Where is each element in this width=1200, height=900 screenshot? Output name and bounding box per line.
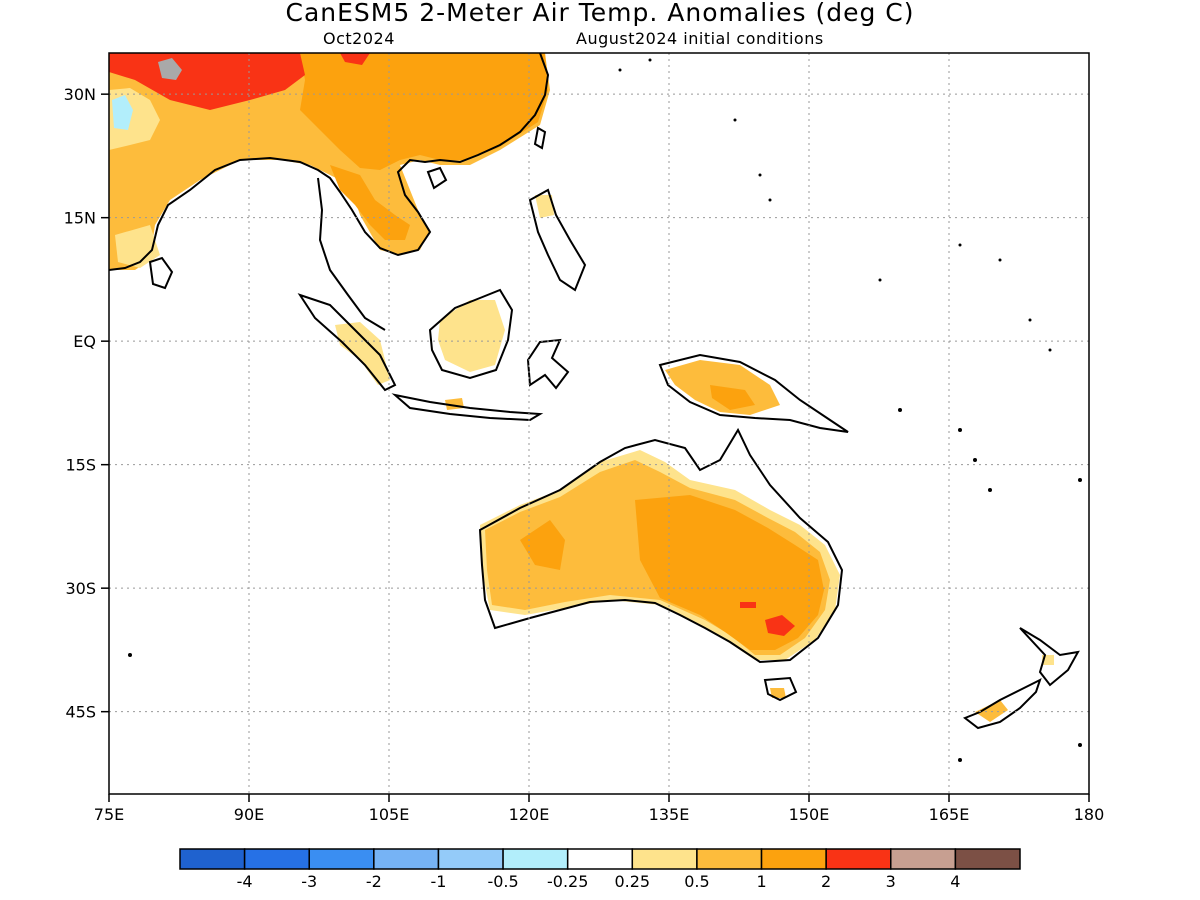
lat-label: 15N: [64, 209, 96, 228]
island-dot: [1078, 743, 1082, 747]
island-dot: [973, 458, 977, 462]
colorbar-swatch: [631, 848, 698, 870]
anomaly-region-new-guinea-core: [710, 385, 755, 410]
anomaly-region-tibet: [109, 53, 305, 110]
coastline-sumatra: [297, 293, 397, 392]
coastline-sulawesi: [526, 338, 570, 390]
colorbar-swatch: [437, 848, 504, 870]
lon-label: 75E: [94, 805, 124, 824]
coastline-australia: [478, 427, 844, 664]
colorbar-swatch: [308, 848, 375, 870]
anomaly-region-indochina: [330, 165, 410, 240]
lon-label: 120E: [509, 805, 550, 824]
colorbar-label: -1: [430, 872, 446, 891]
colorbar-label: -0.25: [547, 872, 588, 891]
init-conditions-label: August2024 initial conditions: [576, 29, 824, 48]
colorbar-swatch: [696, 848, 763, 870]
map-title: CanESM5 2-Meter Air Temp. Anomalies (deg…: [285, 0, 915, 27]
coastline-borneo: [428, 288, 514, 380]
coastline-java: [391, 393, 544, 422]
lat-label: 30N: [64, 85, 96, 104]
anomaly-region-china: [300, 53, 548, 170]
island-dot: [958, 758, 962, 762]
coastline-new-zealand-north: [1019, 627, 1080, 687]
color-legend: -4 -3 -2 -1 -0.5 -0.25 0.25 0.5 1 2 3 4: [179, 848, 1021, 891]
anomaly-region-new-zealand-south: [975, 700, 1008, 722]
colorbar-swatch: [890, 848, 957, 870]
coastline-philippines: [528, 188, 587, 292]
anomaly-region-tasmania: [770, 688, 786, 698]
colorbar-swatch: [502, 848, 569, 870]
colorbar-swatch: [825, 848, 892, 870]
coastline-sri-lanka: [148, 256, 174, 290]
island-dot: [733, 118, 737, 122]
colorbar-label: 1: [756, 872, 766, 891]
island-dot: [988, 488, 992, 492]
coastline-new-guinea: [658, 353, 849, 433]
island-dot: [768, 198, 772, 202]
island-dot: [1028, 318, 1032, 322]
anomaly-region-australia-west-core: [520, 520, 565, 570]
lat-label: EQ: [73, 332, 96, 351]
colorbar-label: -2: [366, 872, 382, 891]
anomaly-region-south-india: [115, 225, 160, 268]
lon-label: 165E: [929, 805, 970, 824]
anomaly-region-cold-spot: [112, 95, 133, 130]
valid-month-label: Oct2024: [323, 29, 395, 48]
lon-label: 105E: [369, 805, 410, 824]
plot-frame: [108, 52, 1090, 795]
colorbar-label: 3: [886, 872, 896, 891]
island-dot: [758, 173, 762, 177]
colorbar-swatch: [566, 848, 634, 870]
anomaly-region-australia-east: [635, 495, 824, 650]
coastline-tasmania: [763, 676, 798, 702]
colorbar-label: -0.5: [487, 872, 518, 891]
coastline-new-zealand-south: [962, 678, 1042, 730]
colorbar-swatch: [760, 848, 827, 870]
lon-label: 150E: [789, 805, 830, 824]
colorbar-swatch: [954, 848, 1021, 870]
island-dot: [958, 428, 962, 432]
island-dot: [998, 258, 1002, 262]
lat-label: 15S: [65, 456, 96, 475]
colorbar-label: 0.5: [684, 872, 709, 891]
anomaly-region-east-china: [340, 53, 370, 65]
anomaly-region-sumatra: [335, 322, 390, 385]
colorbar-label: 2: [821, 872, 831, 891]
anomaly-region-grey: [158, 58, 182, 80]
coastline-malay-peninsula: [317, 177, 386, 331]
lon-label: 90E: [234, 805, 264, 824]
coastlines: [109, 53, 1080, 730]
island-dot: [648, 58, 652, 62]
colorbar-label: -4: [237, 872, 253, 891]
anomaly-region-borneo: [438, 300, 505, 372]
anomaly-fields: [109, 53, 1054, 722]
island-dot: [958, 243, 962, 247]
colorbar-swatch: [179, 848, 246, 870]
map-axes: 30N 15N EQ 15S 30S 45S 75E 90E 105E 120E 135E 150E 1…: [64, 85, 1105, 824]
pacific-islands: [128, 58, 1082, 762]
coastline-taiwan: [533, 126, 547, 150]
colorbar-swatch: [373, 848, 440, 870]
map-grid: [109, 53, 1089, 794]
colorbar-label: 0.25: [614, 872, 650, 891]
island-dot: [898, 408, 902, 412]
lat-label: 45S: [65, 703, 96, 722]
island-dot: [1078, 478, 1082, 482]
colorbar-swatch: [243, 848, 310, 870]
anomaly-region-philippines: [535, 195, 554, 218]
lon-label: 135E: [649, 805, 690, 824]
island-dot: [618, 68, 622, 72]
lon-label: 180: [1074, 805, 1105, 824]
anomaly-region-australia-hotspot-small: [740, 602, 756, 608]
island-dot: [128, 653, 132, 657]
island-dot: [878, 278, 882, 282]
anomaly-region-australia-hotspot: [765, 615, 795, 636]
colorbar-label: -3: [301, 872, 317, 891]
coastline-hainan: [426, 166, 448, 190]
lat-label: 30S: [65, 579, 96, 598]
colorbar-label: 4: [950, 872, 960, 891]
island-dot: [1048, 348, 1052, 352]
